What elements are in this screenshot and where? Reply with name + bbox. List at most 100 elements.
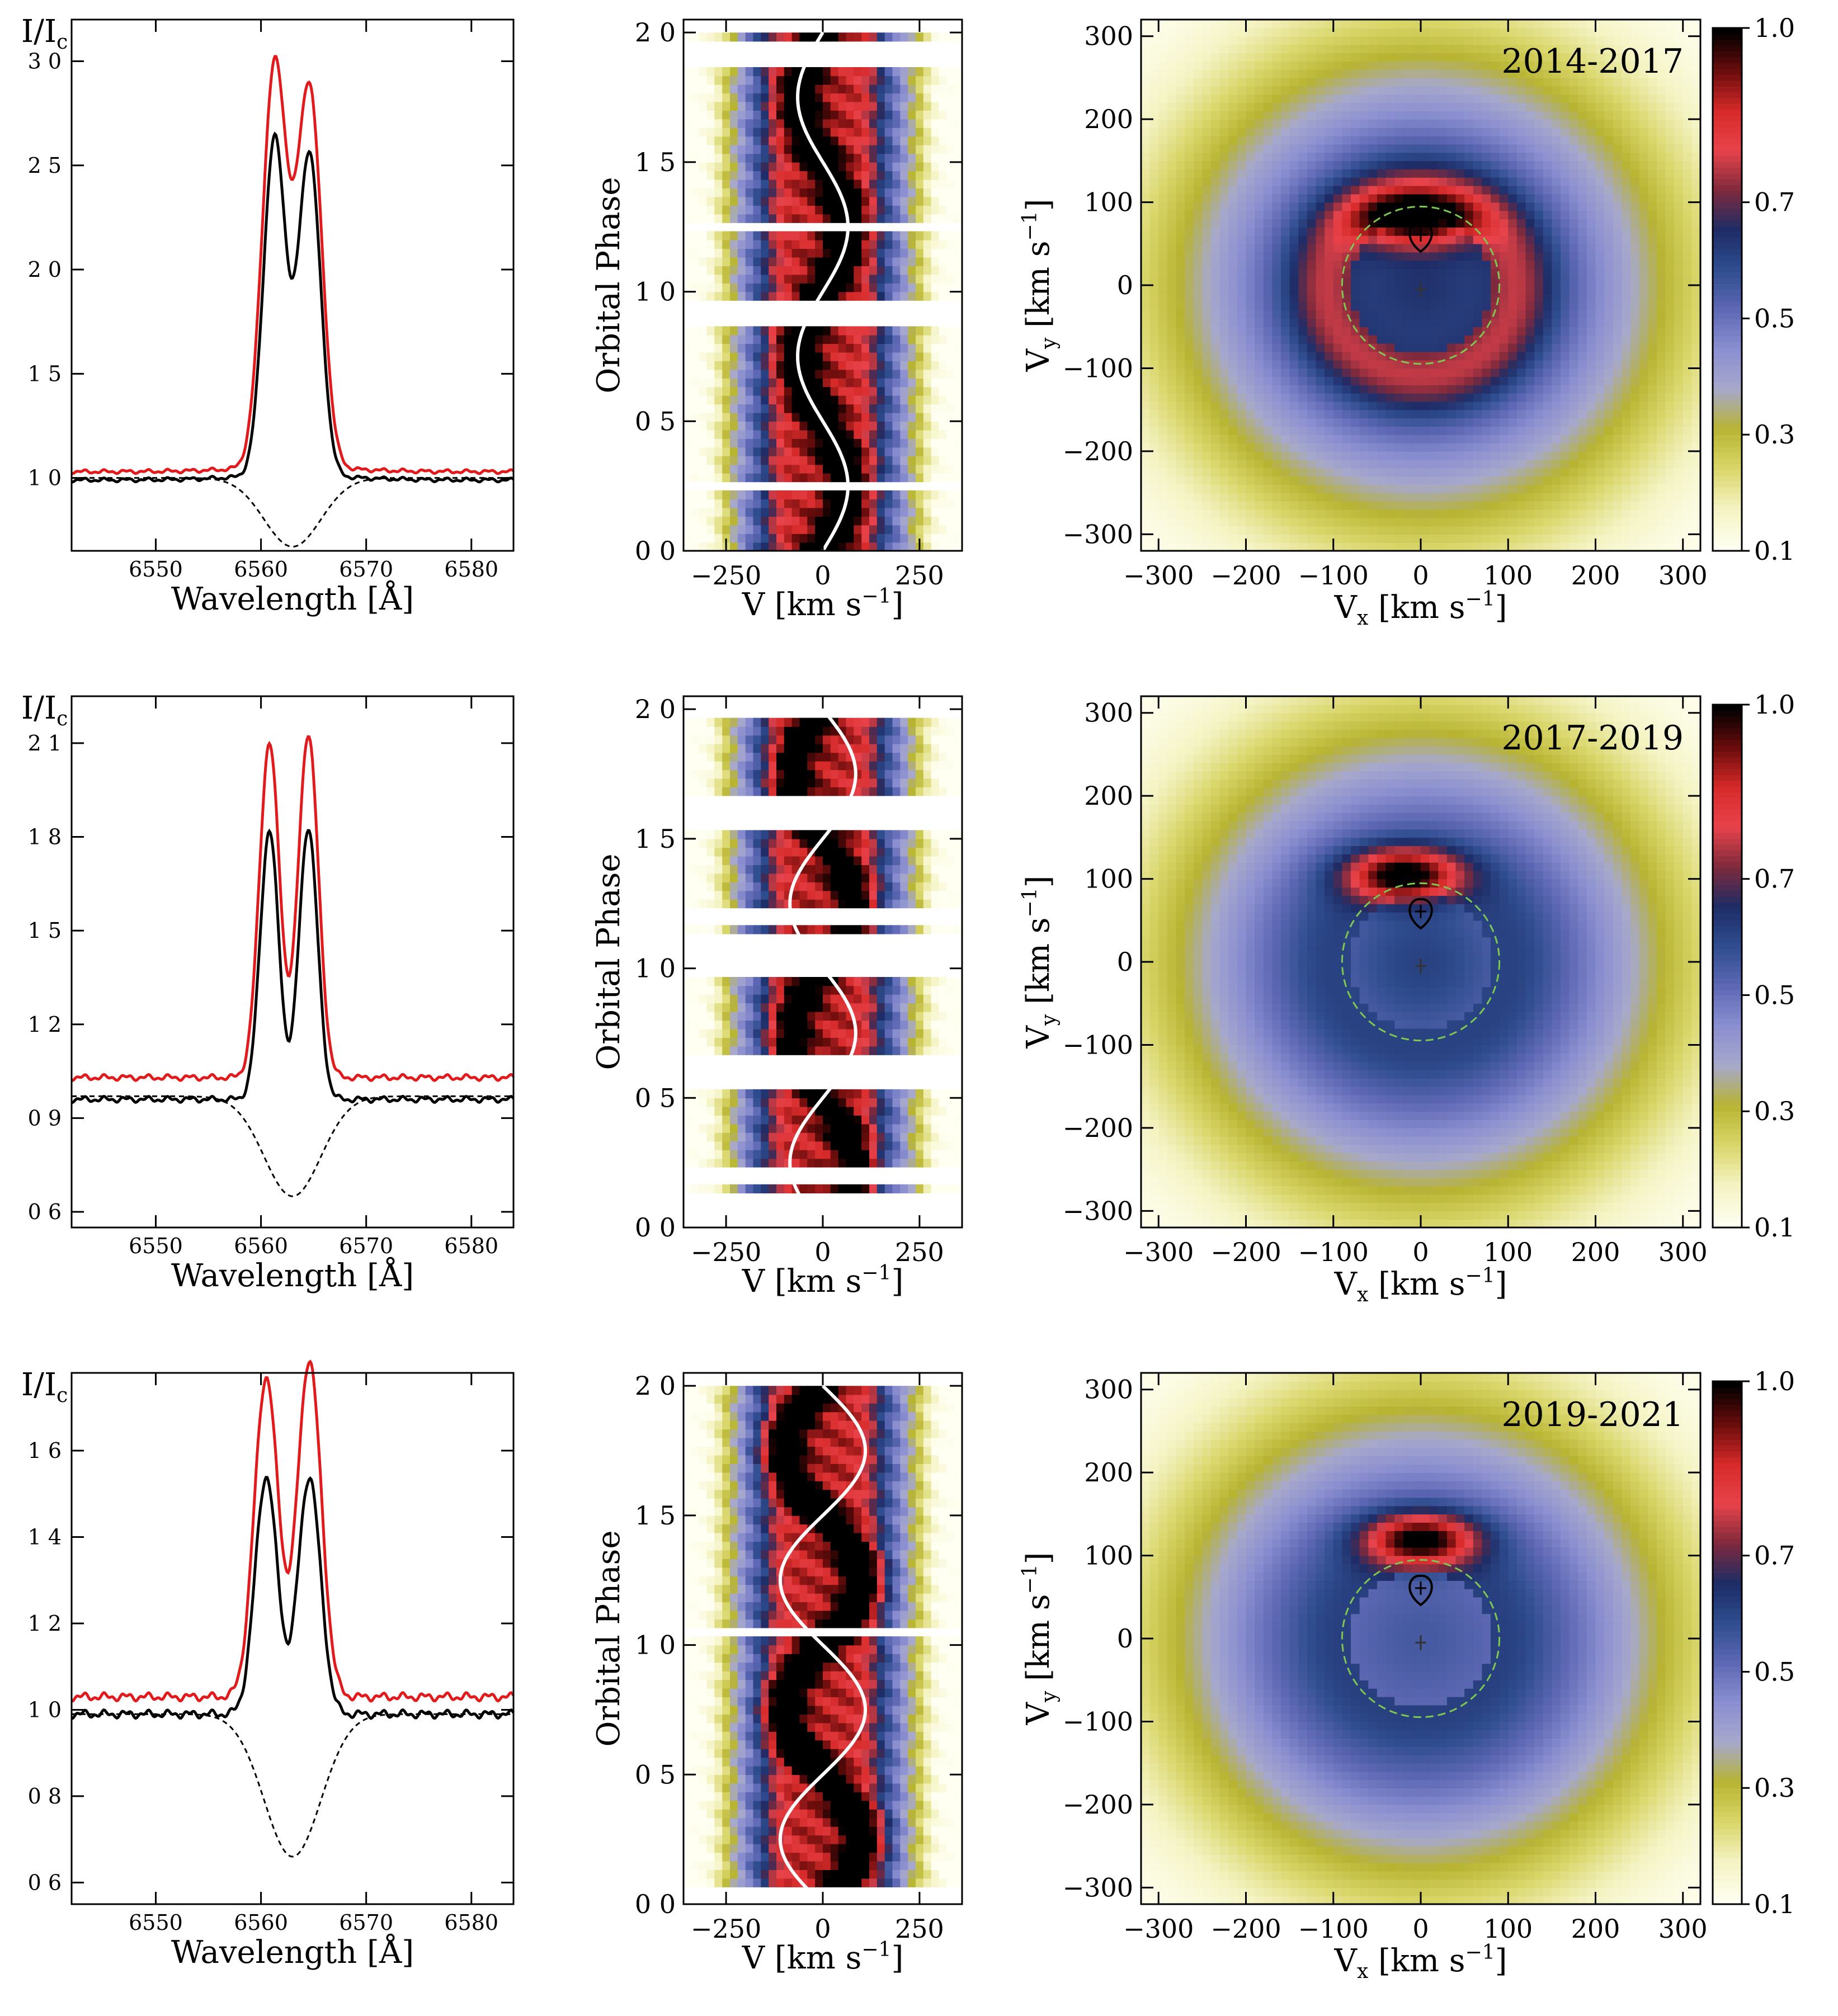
tomogram-cell (1508, 293, 1517, 303)
tomogram-cell (1508, 219, 1517, 228)
trail-cell (684, 369, 692, 379)
tomogram-cell (1202, 409, 1212, 419)
trail-cell (730, 119, 738, 128)
tomogram-cell (1569, 509, 1578, 518)
tomogram-cell (1359, 418, 1369, 427)
tomogram-cell (1342, 376, 1351, 385)
trail-cell (714, 75, 723, 85)
tomogram-cell (1552, 318, 1561, 327)
trail-cell (823, 128, 831, 137)
trail-cell (900, 266, 908, 275)
tomogram-cell (1569, 219, 1578, 228)
tomogram-cell (1237, 152, 1247, 162)
tomogram-cell (1604, 501, 1614, 510)
tomogram-cell (1307, 476, 1317, 485)
trail-cell (900, 32, 908, 42)
tomogram-cell (1298, 501, 1308, 510)
tomogram-cell (1412, 501, 1421, 510)
trail-cell (737, 136, 746, 145)
tomogram-cell (1351, 335, 1360, 344)
tomogram-cell (1586, 310, 1596, 319)
tomogram-cell (1351, 193, 1360, 203)
tomogram-cell (1455, 468, 1465, 477)
trail-cell (846, 266, 855, 275)
tomogram-cell (1403, 177, 1413, 186)
tomogram-cell (1482, 177, 1491, 186)
trail-cell (807, 507, 816, 517)
trail-cell (807, 214, 816, 223)
tomogram-cell (1534, 360, 1544, 369)
tomogram-cell (1561, 368, 1570, 377)
tomogram-cell (1412, 435, 1421, 443)
trail-cell (699, 110, 708, 120)
tomogram-cell (1237, 360, 1247, 369)
tomogram-cell (1325, 343, 1334, 352)
tomogram-cell (1211, 293, 1220, 303)
tomogram-cell (1578, 260, 1587, 270)
tomogram-cell (1149, 542, 1159, 551)
tomogram-cell (1158, 459, 1168, 469)
trail-cell (753, 438, 762, 448)
tomogram-cell (1368, 285, 1378, 294)
trail-cell (737, 438, 746, 448)
tomogram-cell (1377, 426, 1387, 435)
trail-cell (791, 32, 800, 42)
tomogram-cell (1446, 277, 1457, 286)
tomogram-cell (1691, 243, 1701, 253)
tomogram-cell (1421, 169, 1430, 178)
trail-cell (861, 507, 870, 517)
tomogram-cell (1482, 243, 1491, 253)
tomogram-cell (1167, 202, 1177, 211)
tomogram-cell (1176, 459, 1185, 469)
tomogram-cell (1499, 227, 1509, 236)
tomogram-cell (1149, 193, 1159, 203)
tomogram-cell (1604, 360, 1614, 369)
tomogram-cell (1263, 360, 1273, 369)
tomogram-cell (1167, 327, 1177, 336)
tomogram-cell (1211, 243, 1220, 253)
tomogram-cell (1412, 526, 1421, 535)
trail-cell (769, 533, 777, 543)
trail-cell (753, 507, 762, 517)
tomogram-cell (1211, 260, 1220, 270)
trail-cell (699, 188, 708, 197)
tomogram-cell (1263, 542, 1273, 551)
tomogram-cell (1325, 210, 1334, 219)
tomogram-cell (1604, 526, 1614, 535)
tomogram-cell (1508, 401, 1517, 410)
trail-cell (923, 239, 932, 249)
tomogram-cell (1543, 210, 1553, 219)
tomogram-cell (1368, 318, 1378, 327)
tomogram-cell (1508, 468, 1517, 477)
trail-cell (784, 75, 793, 85)
tomogram-cell (1325, 235, 1334, 244)
trail-cell (923, 153, 932, 163)
tomogram-cell (1543, 335, 1553, 344)
tomogram-cell (1622, 468, 1631, 477)
tomogram-cell (1211, 318, 1220, 327)
trail-cell (691, 326, 700, 336)
tomogram-cell (1193, 542, 1203, 551)
trail-cell (784, 456, 793, 465)
tomogram-cell (1158, 401, 1168, 410)
trail-cell (807, 447, 816, 456)
tomogram-cell (1333, 293, 1343, 303)
tomogram-cell (1543, 376, 1553, 385)
tomogram-cell (1403, 526, 1413, 535)
tomogram-cell (1368, 160, 1378, 169)
tomogram-cell (1639, 260, 1648, 270)
trail-cell (761, 248, 769, 258)
tomogram-cell (1683, 243, 1693, 253)
trail-cell (769, 110, 777, 120)
tomogram-cell (1325, 252, 1334, 261)
tomogram-cell (1595, 476, 1605, 485)
trail-cell (954, 67, 963, 77)
trail-cell (684, 490, 692, 500)
trail-cell (884, 248, 893, 258)
trail-cell (745, 490, 754, 500)
tomogram-cell (1604, 310, 1614, 319)
tomogram-cell (1255, 260, 1264, 270)
trail-cell (699, 231, 708, 240)
trail-cell (900, 456, 908, 465)
tomogram-cell (1219, 169, 1229, 178)
